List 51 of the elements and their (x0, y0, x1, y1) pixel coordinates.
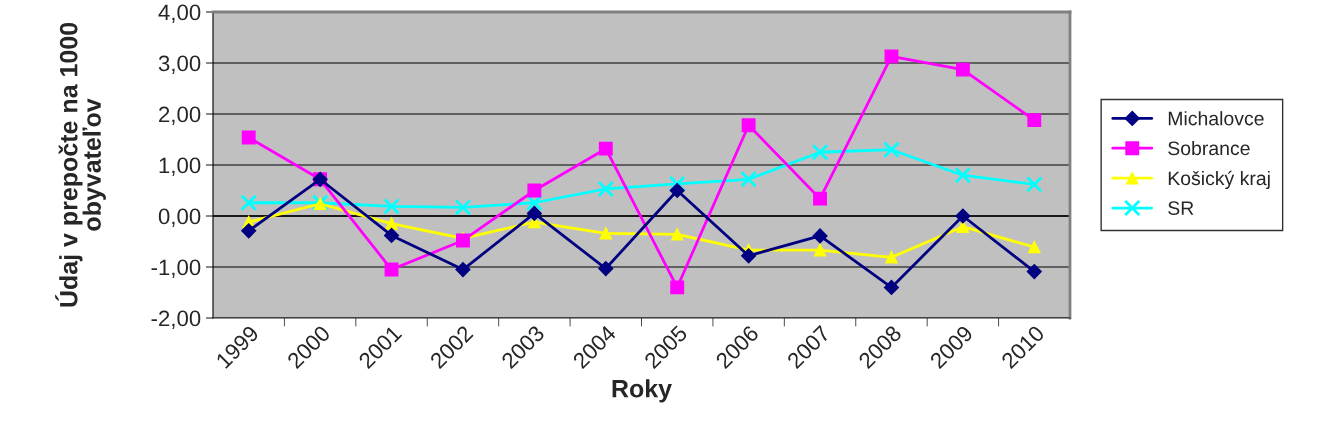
point (527, 183, 542, 198)
point (597, 180, 615, 198)
legend-label: Sobrance (1168, 140, 1250, 156)
point (741, 248, 757, 264)
y-tick-label: -2,00 (151, 310, 201, 329)
y-tick-label: 2,00 (159, 106, 201, 125)
point (669, 182, 685, 199)
point (885, 251, 898, 264)
legend-label: Michalovce (1168, 111, 1264, 126)
y-tick-label: 0,00 (158, 208, 201, 227)
point (383, 197, 400, 215)
point (956, 220, 970, 233)
y-tick-label: 1,00 (159, 157, 201, 176)
point (955, 62, 970, 77)
point (385, 217, 398, 230)
point (813, 243, 827, 257)
point (1028, 240, 1041, 254)
point (884, 49, 899, 64)
y-tick-label: -1,00 (151, 259, 201, 278)
point (812, 228, 828, 244)
point (740, 170, 757, 188)
legend-label: Košický kraj (1168, 170, 1270, 190)
point (526, 205, 542, 222)
point (883, 141, 900, 159)
point (813, 191, 827, 206)
point (670, 280, 685, 295)
y-axis-title: Údaj v prepočte na 1000 obyvateľov (55, 22, 106, 307)
point (598, 141, 613, 156)
legend-label: SR (1168, 201, 1194, 216)
point (954, 166, 972, 184)
point (668, 175, 686, 193)
point (811, 143, 829, 161)
point (1026, 264, 1042, 280)
point (1025, 176, 1043, 193)
point (241, 130, 256, 145)
point (598, 260, 614, 277)
point (454, 199, 472, 216)
y-tick-label: 4,00 (158, 4, 201, 23)
point (240, 194, 258, 212)
point (1027, 113, 1042, 128)
point (383, 227, 400, 243)
point (526, 194, 543, 212)
point (883, 279, 900, 295)
point (741, 118, 756, 133)
point (599, 227, 613, 240)
point (955, 208, 971, 224)
point (670, 228, 684, 241)
x-axis-title: Roky (612, 379, 672, 403)
y-tick-label: 3,00 (158, 55, 201, 74)
point (241, 223, 257, 239)
point (455, 261, 471, 278)
